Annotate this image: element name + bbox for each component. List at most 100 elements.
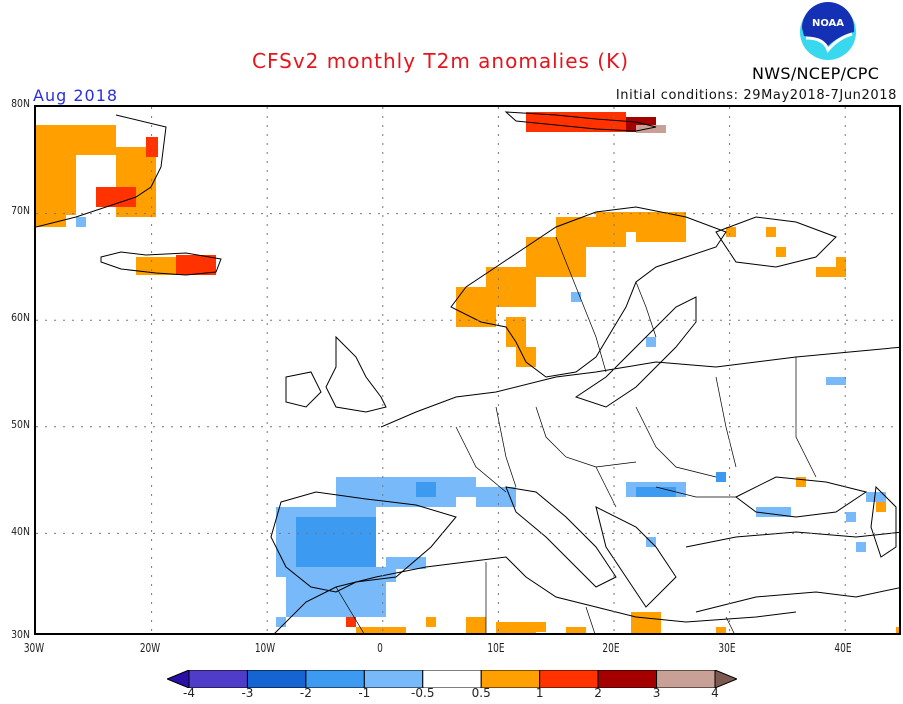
anomaly-cell bbox=[176, 255, 216, 275]
colorbar-tick-label: -3 bbox=[241, 686, 254, 700]
anomaly-cell bbox=[726, 227, 736, 237]
coast-italy bbox=[505, 486, 617, 588]
anomaly-cell bbox=[646, 337, 656, 347]
coast-turkey-south bbox=[695, 587, 899, 613]
logo-text: NOAA bbox=[812, 18, 844, 29]
lon-label: 0 bbox=[377, 641, 383, 655]
agency-label: NWS/NCEP/CPC bbox=[752, 64, 880, 83]
anomaly-cell bbox=[36, 215, 66, 227]
anomaly-cell bbox=[436, 477, 476, 497]
lon-label: 30W bbox=[23, 641, 45, 655]
coast-balkans bbox=[595, 506, 677, 608]
anomaly-cell bbox=[776, 247, 786, 257]
coast-europe bbox=[380, 346, 899, 428]
anomaly-cell bbox=[516, 347, 536, 367]
map-title: CFSv2 monthly T2m anomalies (K) bbox=[0, 49, 903, 73]
anomaly-cell bbox=[636, 487, 676, 497]
title-text: CFSv2 monthly T2m anomalies (K) bbox=[252, 49, 629, 73]
coast-baltic bbox=[574, 296, 697, 408]
lat-label: 80N bbox=[11, 97, 31, 110]
anomaly-cell bbox=[856, 542, 866, 552]
lat-label: 70N bbox=[11, 204, 31, 217]
coast-svalbard bbox=[504, 111, 657, 132]
anomaly-cell bbox=[756, 507, 791, 517]
anomaly-cells bbox=[36, 112, 899, 633]
coast-caspian bbox=[870, 485, 897, 558]
colorbar-segment bbox=[656, 670, 716, 688]
anomaly-cell bbox=[496, 622, 536, 633]
coast-iberia bbox=[270, 491, 457, 593]
colorbar bbox=[167, 670, 737, 688]
lon-label: 30E bbox=[718, 641, 736, 655]
anomaly-cell bbox=[836, 257, 846, 277]
noaa-logo-icon: NOAA bbox=[800, 2, 856, 60]
colorbar-max-arrow bbox=[714, 670, 737, 688]
coast-iceland bbox=[100, 251, 222, 276]
anomaly-cell bbox=[646, 215, 666, 227]
initial-conditions: Initial conditions: 29May2018-7Jun2018 bbox=[615, 88, 897, 103]
coast-greenland bbox=[36, 114, 167, 228]
gridlines bbox=[36, 107, 899, 633]
coast-britain bbox=[325, 335, 387, 413]
anomaly-cell bbox=[796, 477, 806, 487]
coastlines bbox=[36, 111, 899, 633]
coast-norway bbox=[450, 206, 727, 378]
anomaly-cell bbox=[286, 577, 386, 617]
anomaly-cell bbox=[866, 492, 886, 502]
colorbar-segment bbox=[305, 670, 365, 688]
anomaly-cell bbox=[636, 125, 666, 133]
lon-label: 20W bbox=[139, 641, 161, 655]
anomaly-cell bbox=[426, 617, 436, 627]
lat-label: 60N bbox=[11, 311, 31, 324]
anomaly-cell bbox=[876, 502, 886, 512]
anomaly-cell bbox=[526, 622, 546, 632]
coast-white-sea bbox=[715, 216, 837, 268]
anomaly-cell bbox=[826, 377, 846, 385]
lon-label: 40E bbox=[834, 641, 852, 655]
colorbar-tick-label: -1 bbox=[358, 686, 371, 700]
lon-label: 10W bbox=[254, 641, 276, 655]
colorbar-segment bbox=[246, 670, 307, 688]
coast-turkey bbox=[685, 531, 899, 548]
anomaly-cell bbox=[116, 197, 136, 207]
colorbar-segment bbox=[188, 670, 248, 688]
colorbar-tick-label: -0.5 bbox=[411, 686, 435, 700]
anomaly-cell bbox=[816, 267, 836, 277]
anomaly-cell bbox=[526, 112, 626, 132]
target-month: Aug 2018 bbox=[33, 86, 119, 105]
anomaly-cell bbox=[716, 627, 726, 633]
coast-black-sea bbox=[735, 476, 868, 518]
anomaly-cell bbox=[36, 125, 76, 215]
lon-label: 10E bbox=[487, 641, 505, 655]
anomaly-cell bbox=[636, 227, 686, 242]
anomaly-cell bbox=[566, 627, 586, 633]
anomaly-cell bbox=[386, 557, 426, 569]
anomaly-cell bbox=[276, 617, 286, 627]
anomaly-cell bbox=[356, 627, 406, 633]
anomaly-cell bbox=[506, 317, 526, 347]
anomaly-cell bbox=[766, 227, 776, 237]
anomaly-cell bbox=[76, 217, 86, 227]
lat-label: 50N bbox=[11, 418, 31, 431]
anomaly-cell bbox=[76, 125, 116, 155]
colorbar-segment bbox=[597, 670, 658, 688]
coast-north-africa bbox=[274, 556, 797, 633]
map-canvas bbox=[36, 107, 899, 633]
anomaly-cell bbox=[146, 137, 158, 157]
colorbar-tick-label: 0.5 bbox=[471, 686, 491, 700]
colorbar-segment bbox=[539, 670, 599, 688]
anomaly-cell bbox=[466, 617, 486, 633]
lat-label: 40N bbox=[11, 525, 31, 538]
colorbar-tick-label: -2 bbox=[299, 686, 312, 700]
anomaly-cell bbox=[896, 627, 899, 633]
anomaly-cell bbox=[346, 617, 356, 627]
anomaly-cell bbox=[631, 612, 661, 633]
colorbar-tick-label: 1 bbox=[535, 686, 544, 700]
lon-label: 20E bbox=[602, 641, 620, 655]
country-borders bbox=[335, 236, 817, 633]
colorbar-tick-label: 2 bbox=[594, 686, 602, 700]
anomaly-cell bbox=[416, 482, 436, 497]
colorbar-tick-label: -4 bbox=[183, 686, 195, 700]
anomaly-map bbox=[34, 105, 901, 635]
anomaly-cell bbox=[296, 517, 376, 567]
